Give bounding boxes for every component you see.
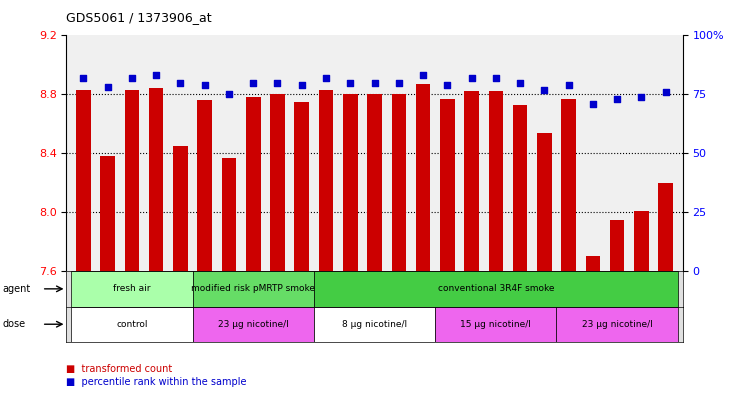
Point xyxy=(296,82,308,88)
Bar xyxy=(440,99,455,271)
Bar xyxy=(415,84,430,271)
Text: modified risk pMRTP smoke: modified risk pMRTP smoke xyxy=(191,285,315,293)
FancyBboxPatch shape xyxy=(556,307,677,342)
Bar xyxy=(100,156,115,271)
Text: 15 μg nicotine/l: 15 μg nicotine/l xyxy=(461,320,531,329)
Point xyxy=(368,79,381,86)
Bar xyxy=(343,94,357,271)
Text: ■  transformed count: ■ transformed count xyxy=(66,364,173,373)
Point xyxy=(587,101,599,107)
Bar xyxy=(634,211,649,271)
Text: fresh air: fresh air xyxy=(113,285,151,293)
Bar xyxy=(537,133,551,271)
Point xyxy=(199,82,210,88)
Bar xyxy=(562,99,576,271)
Point xyxy=(417,72,429,79)
Bar xyxy=(610,220,624,271)
Point xyxy=(393,79,404,86)
FancyBboxPatch shape xyxy=(314,307,435,342)
Point xyxy=(466,75,477,81)
Text: ■  percentile rank within the sample: ■ percentile rank within the sample xyxy=(66,377,247,387)
Point xyxy=(247,79,259,86)
Bar xyxy=(173,146,187,271)
Bar xyxy=(392,94,406,271)
Point xyxy=(272,79,283,86)
Point xyxy=(635,94,647,100)
Text: 8 μg nicotine/l: 8 μg nicotine/l xyxy=(342,320,407,329)
Text: agent: agent xyxy=(2,284,30,294)
Text: GDS5061 / 1373906_at: GDS5061 / 1373906_at xyxy=(66,11,212,24)
Bar xyxy=(198,100,212,271)
Point xyxy=(320,75,332,81)
Text: conventional 3R4F smoke: conventional 3R4F smoke xyxy=(438,285,554,293)
Bar xyxy=(464,91,479,271)
Point xyxy=(441,82,453,88)
Text: control: control xyxy=(116,320,148,329)
Text: dose: dose xyxy=(2,319,25,329)
Bar xyxy=(658,183,673,271)
Point xyxy=(660,89,672,95)
Bar xyxy=(149,88,163,271)
Point xyxy=(126,75,138,81)
Text: 23 μg nicotine/l: 23 μg nicotine/l xyxy=(218,320,289,329)
Point xyxy=(611,96,623,102)
FancyBboxPatch shape xyxy=(72,307,193,342)
Point xyxy=(223,91,235,97)
Point xyxy=(151,72,162,79)
Point xyxy=(175,79,187,86)
Bar xyxy=(125,90,139,271)
Point xyxy=(77,75,89,81)
Bar xyxy=(319,90,334,271)
FancyBboxPatch shape xyxy=(193,271,314,307)
FancyBboxPatch shape xyxy=(435,307,556,342)
Bar xyxy=(489,91,503,271)
Bar xyxy=(294,102,309,271)
Point xyxy=(345,79,356,86)
Bar xyxy=(586,256,600,271)
Point xyxy=(539,86,551,93)
FancyBboxPatch shape xyxy=(193,307,314,342)
Point xyxy=(514,79,526,86)
Bar xyxy=(513,105,528,271)
Bar xyxy=(270,94,285,271)
FancyBboxPatch shape xyxy=(314,271,677,307)
Bar xyxy=(76,90,91,271)
Bar xyxy=(368,94,382,271)
Bar xyxy=(221,158,236,271)
Bar xyxy=(246,97,261,271)
Point xyxy=(490,75,502,81)
Point xyxy=(102,84,114,90)
Text: 23 μg nicotine/l: 23 μg nicotine/l xyxy=(582,320,652,329)
Point xyxy=(562,82,574,88)
FancyBboxPatch shape xyxy=(72,271,193,307)
